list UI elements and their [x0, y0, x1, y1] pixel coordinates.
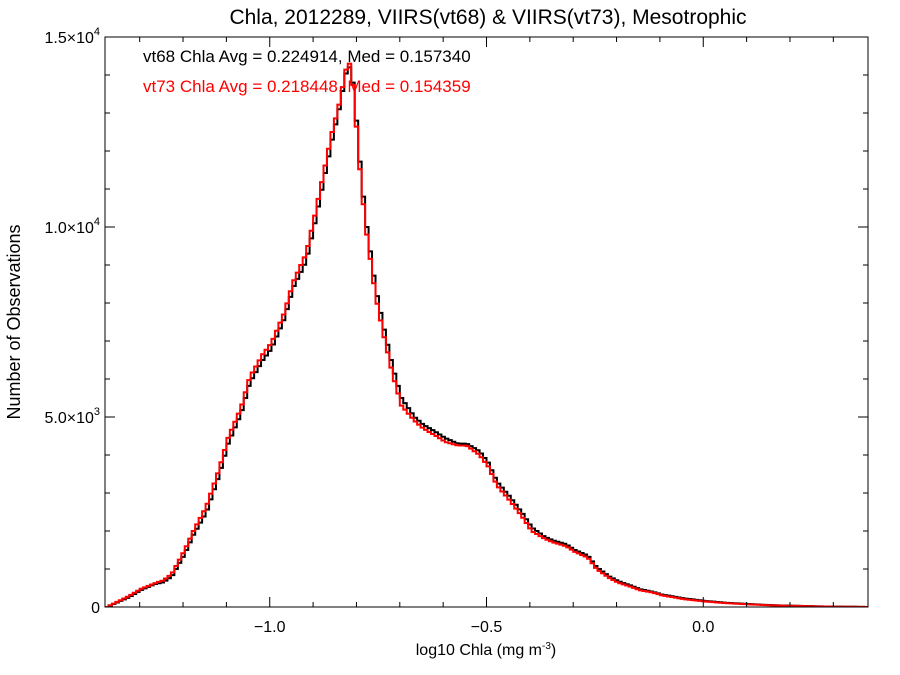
x-axis-label-end: )	[551, 642, 556, 659]
series-group	[105, 62, 868, 607]
annotation-0: vt68 Chla Avg = 0.224914, Med = 0.157340	[143, 47, 471, 66]
chart-title: Chla, 2012289, VIIRS(vt68) & VIIRS(vt73)…	[229, 6, 746, 29]
y-tick-label: 1.0×104	[44, 216, 100, 237]
plot-frame	[104, 36, 869, 608]
ticks-group	[105, 36, 868, 608]
tick-labels-group: −1.0 −0.5 0.0 0 5.0×103 1.0×104 1.5×104	[44, 26, 714, 636]
x-tick-label: −0.5	[471, 619, 503, 636]
x-tick-label: 0.0	[692, 619, 714, 636]
x-axis-label-main: log10 Chla (mg m	[416, 642, 542, 659]
y-tick-label: 5.0×103	[44, 406, 100, 427]
y-tick-label: 1.5×104	[44, 26, 100, 47]
x-tick-label: −1.0	[254, 619, 286, 636]
x-axis-label: log10 Chla (mg m-3)	[416, 641, 557, 659]
annotation-1: vt73 Chla Avg = 0.218448, Med = 0.154359	[143, 77, 471, 96]
annotations-group: vt68 Chla Avg = 0.224914, Med = 0.157340…	[143, 47, 471, 96]
y-axis-label: Number of Observations	[4, 224, 24, 419]
series-line-0	[105, 66, 868, 607]
series-line-1	[105, 62, 868, 607]
x-axis-label-sup: -3	[542, 641, 551, 652]
y-tick-label: 0	[91, 600, 100, 617]
